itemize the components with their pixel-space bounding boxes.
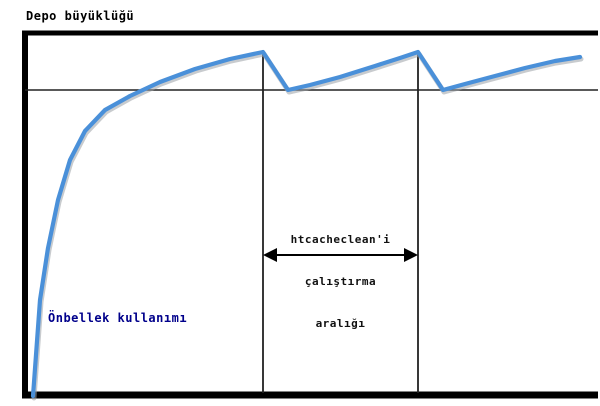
cache-usage-label: Önbellek kullanımı: [48, 311, 188, 325]
interval-annotation-line-2: çalıştırma: [304, 275, 377, 288]
storage-size-label: Depo büyüklüğü: [26, 9, 135, 23]
interval-arrow: [263, 248, 418, 262]
cache-usage-curve: [30, 49, 583, 399]
interval-annotation-line-1: htcacheclean'i: [290, 233, 391, 246]
interval-annotation-line-3: aralığı: [315, 317, 366, 330]
interval-arrow-head-right: [404, 248, 418, 262]
interval-arrow-head-left: [263, 248, 277, 262]
interval-annotation: htcacheclean'i çalıştırma aralığı: [263, 205, 418, 359]
